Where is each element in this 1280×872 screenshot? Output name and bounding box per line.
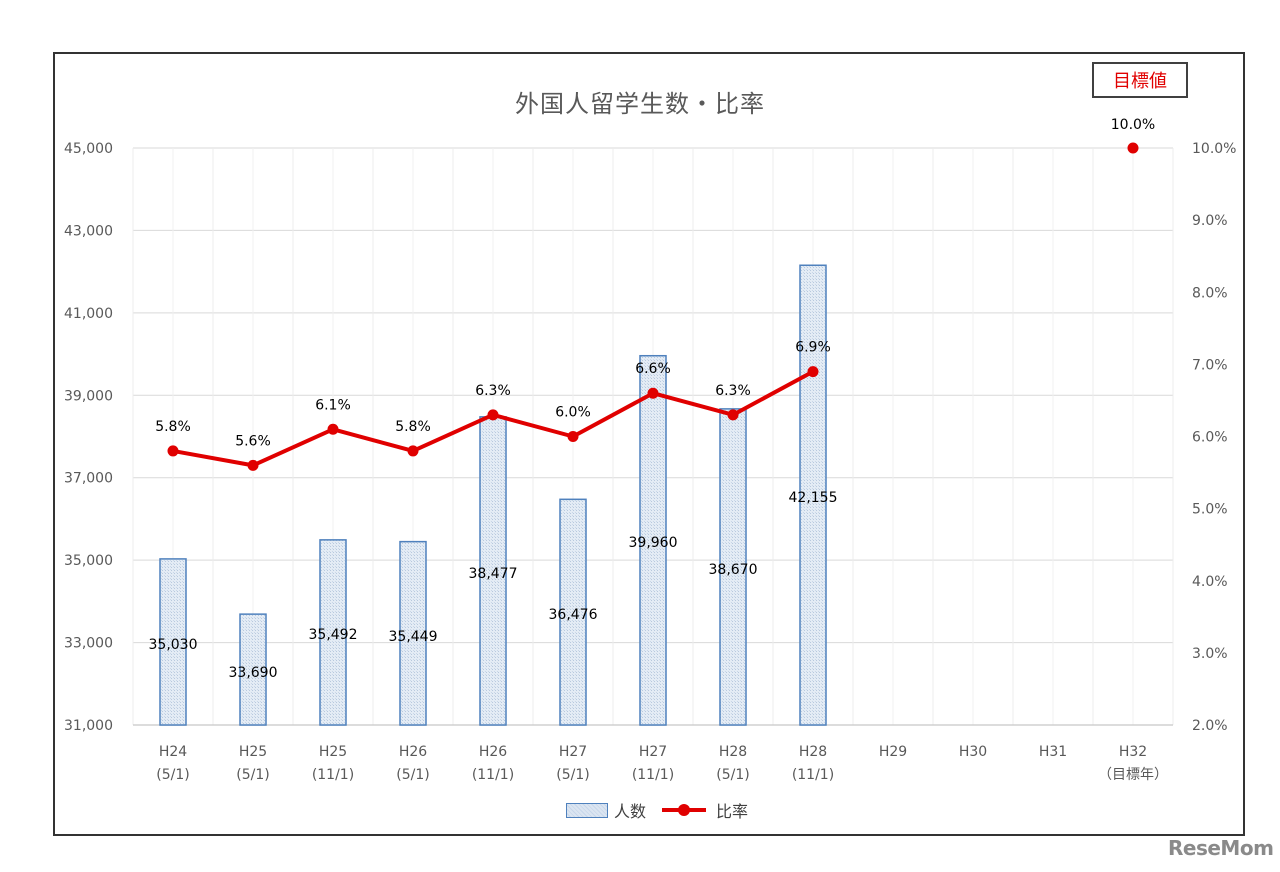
ratio-data-label: 6.3% [475,383,511,399]
bar [559,498,587,726]
bar-data-label: 35,449 [389,629,438,645]
y-right-tick-label: 8.0% [1192,285,1228,301]
watermark-logo: ReseMom [1168,836,1274,860]
chart-legend: 人数 比率 [566,798,748,822]
x-tick-sublabel: (5/1) [156,767,189,783]
x-tick-sublabel: (11/1) [792,767,834,783]
bar-data-label: 42,155 [789,490,838,506]
x-tick-label: H24 [159,744,187,760]
bar-data-label: 36,476 [549,607,598,623]
bar [479,416,507,726]
bar-data-label: 35,030 [149,637,198,653]
x-tick-label: H31 [1039,744,1067,760]
ratio-data-label: 6.6% [635,361,671,377]
line-swatch-icon [662,804,707,816]
x-tick-sublabel: (5/1) [236,767,269,783]
bar [799,264,827,726]
ratio-marker [727,409,739,421]
ratio-marker [567,431,579,442]
ratio-marker [407,445,419,457]
legend-bars-label: 人数 [614,802,647,821]
y-left-tick-label: 43,000 [64,223,113,239]
ratio-marker [807,366,819,378]
bar-data-label: 38,477 [469,566,518,582]
y-right-tick-label: 9.0% [1192,213,1228,229]
x-tick-label: H27 [559,744,587,760]
ratio-data-label: 6.9% [795,340,831,356]
y-right-tick-label: 4.0% [1192,574,1228,590]
y-right-tick-label: 7.0% [1192,357,1228,373]
ratio-marker [487,409,499,421]
x-tick-label: H25 [319,744,347,760]
ratio-data-label: 5.6% [235,433,271,449]
ratio-marker [327,423,339,435]
y-right-tick-label: 10.0% [1192,141,1236,157]
bar [639,354,667,726]
target-data-label: 10.0% [1111,117,1155,133]
y-left-tick-label: 35,000 [64,553,113,569]
x-tick-sublabel: （目標年） [1098,767,1168,783]
x-tick-label: H32 [1119,744,1147,760]
y-left-tick-label: 37,000 [64,471,113,487]
ratio-marker [247,459,259,471]
target-value-annotation: 目標値 [1092,62,1188,98]
ratio-data-label: 6.0% [555,405,591,421]
ratio-marker [167,445,179,457]
ratio-data-label: 5.8% [155,419,191,435]
bar-swatch-icon [566,802,608,818]
y-right-tick-label: 3.0% [1192,646,1228,662]
x-tick-sublabel: (5/1) [716,767,749,783]
x-tick-label: H26 [479,744,507,760]
x-tick-label: H29 [879,744,907,760]
y-right-tick-label: 6.0% [1192,430,1228,446]
bar [159,558,187,726]
x-tick-sublabel: (11/1) [312,767,354,783]
x-tick-label: H25 [239,744,267,760]
x-tick-sublabel: (5/1) [556,767,589,783]
bar [719,408,747,726]
chart-title: 外国人留学生数・比率 [515,90,765,118]
x-tick-label: H28 [799,744,827,760]
target-label: 目標値 [1113,71,1167,92]
x-tick-sublabel: (5/1) [396,767,429,783]
bar-data-label: 38,670 [709,562,758,578]
y-left-tick-label: 39,000 [64,388,113,404]
x-tick-label: H30 [959,744,987,760]
ratio-marker [647,387,659,399]
x-tick-sublabel: (11/1) [472,767,514,783]
ratio-data-label: 6.1% [315,397,351,413]
x-tick-label: H27 [639,744,667,760]
bar-data-label: 39,960 [629,535,678,551]
y-left-tick-label: 45,000 [64,141,113,157]
y-right-tick-label: 2.0% [1192,718,1228,734]
y-right-tick-label: 5.0% [1192,502,1228,518]
x-tick-label: H26 [399,744,427,760]
legend-line-label: 比率 [716,802,749,821]
bar-data-label: 35,492 [309,627,358,643]
ratio-data-label: 6.3% [715,383,751,399]
bar [319,539,347,726]
bar [399,540,427,726]
target-marker [1127,142,1139,154]
y-left-tick-label: 33,000 [64,636,113,652]
y-left-tick-label: 31,000 [64,718,113,734]
x-tick-sublabel: (11/1) [632,767,674,783]
x-tick-label: H28 [719,744,747,760]
bar-data-label: 33,690 [229,665,278,681]
y-left-tick-label: 41,000 [64,306,113,322]
ratio-data-label: 5.8% [395,419,431,435]
bar [239,613,267,726]
